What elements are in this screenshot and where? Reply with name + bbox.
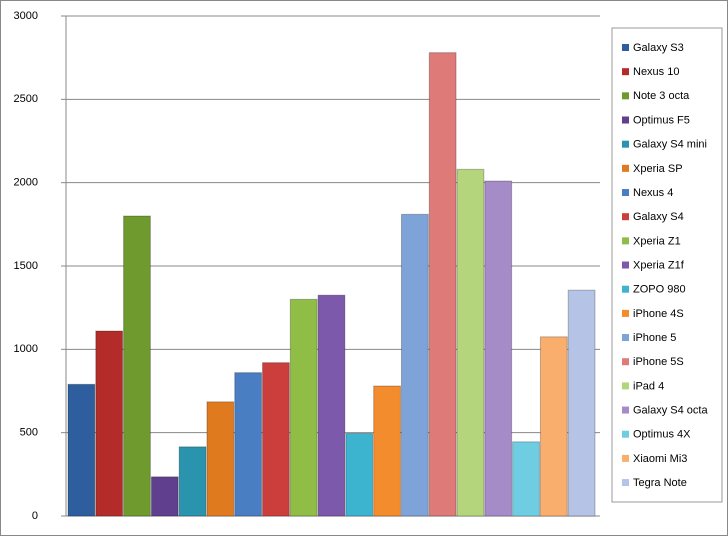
legend-swatch bbox=[622, 309, 629, 317]
legend-swatch bbox=[622, 189, 629, 197]
bar bbox=[178, 446, 207, 517]
bar bbox=[67, 383, 96, 517]
bar bbox=[484, 180, 513, 517]
legend-label: Galaxy S4 mini bbox=[633, 139, 707, 151]
bar bbox=[373, 385, 401, 517]
legend-label: iPhone 4S bbox=[633, 308, 684, 320]
legend-swatch bbox=[622, 334, 629, 342]
legend-swatch bbox=[622, 406, 629, 414]
bar bbox=[512, 441, 540, 517]
legend-label: Xperia SP bbox=[633, 163, 683, 175]
legend-swatch bbox=[622, 358, 629, 366]
legend-swatch bbox=[622, 92, 629, 100]
bar bbox=[289, 298, 318, 517]
bar bbox=[567, 289, 596, 517]
bar bbox=[206, 401, 235, 517]
legend-label: Note 3 octa bbox=[633, 90, 690, 102]
legend-label: iPhone 5 bbox=[633, 332, 676, 344]
legend-label: Galaxy S4 octa bbox=[633, 404, 708, 416]
bar bbox=[456, 168, 485, 517]
y-tick-label: 1000 bbox=[14, 343, 38, 355]
bar bbox=[428, 52, 457, 517]
y-tick-label: 2000 bbox=[14, 177, 38, 189]
legend-label: Optimus F5 bbox=[633, 114, 690, 126]
bar bbox=[400, 213, 429, 517]
legend-label: Xperia Z1f bbox=[633, 259, 685, 271]
legend-label: Xiaomi Mi3 bbox=[633, 453, 687, 465]
legend-label: Galaxy S4 bbox=[633, 211, 684, 223]
legend-label: Galaxy S3 bbox=[633, 42, 684, 54]
legend-swatch bbox=[622, 285, 629, 293]
legend-swatch bbox=[622, 44, 629, 51]
legend-swatch bbox=[622, 454, 629, 462]
legend-swatch bbox=[622, 164, 629, 172]
y-tick-label: 2500 bbox=[14, 93, 38, 105]
legend-swatch bbox=[622, 479, 629, 487]
bar bbox=[345, 433, 374, 517]
legend-swatch bbox=[622, 116, 629, 124]
y-tick-label: 0 bbox=[32, 510, 38, 522]
legend-swatch bbox=[622, 382, 629, 390]
bar bbox=[539, 336, 568, 517]
legend-label: Nexus 4 bbox=[633, 187, 673, 199]
y-tick-label: 1500 bbox=[14, 260, 38, 272]
y-tick-label: 500 bbox=[20, 427, 38, 439]
bar bbox=[234, 372, 263, 517]
bar bbox=[123, 215, 151, 517]
legend-box bbox=[611, 27, 723, 503]
legend-swatch bbox=[622, 237, 629, 245]
legend-label: ZOPO 980 bbox=[633, 284, 686, 296]
legend-swatch bbox=[622, 213, 629, 221]
legend-label: Nexus 10 bbox=[633, 66, 679, 78]
legend-label: Xperia Z1 bbox=[633, 235, 681, 247]
legend-swatch bbox=[622, 430, 629, 438]
legend-swatch bbox=[622, 140, 629, 148]
legend-label: iPad 4 bbox=[633, 380, 664, 392]
bar bbox=[317, 294, 346, 517]
bar bbox=[150, 476, 179, 517]
bar bbox=[95, 330, 124, 517]
legend-label: Tegra Note bbox=[633, 477, 687, 489]
y-tick-label: 3000 bbox=[14, 10, 38, 22]
legend-swatch bbox=[622, 261, 629, 269]
legend-label: iPhone 5S bbox=[633, 356, 684, 368]
bar bbox=[262, 362, 290, 517]
legend-label: Optimus 4X bbox=[633, 429, 691, 441]
legend-swatch bbox=[622, 68, 629, 76]
